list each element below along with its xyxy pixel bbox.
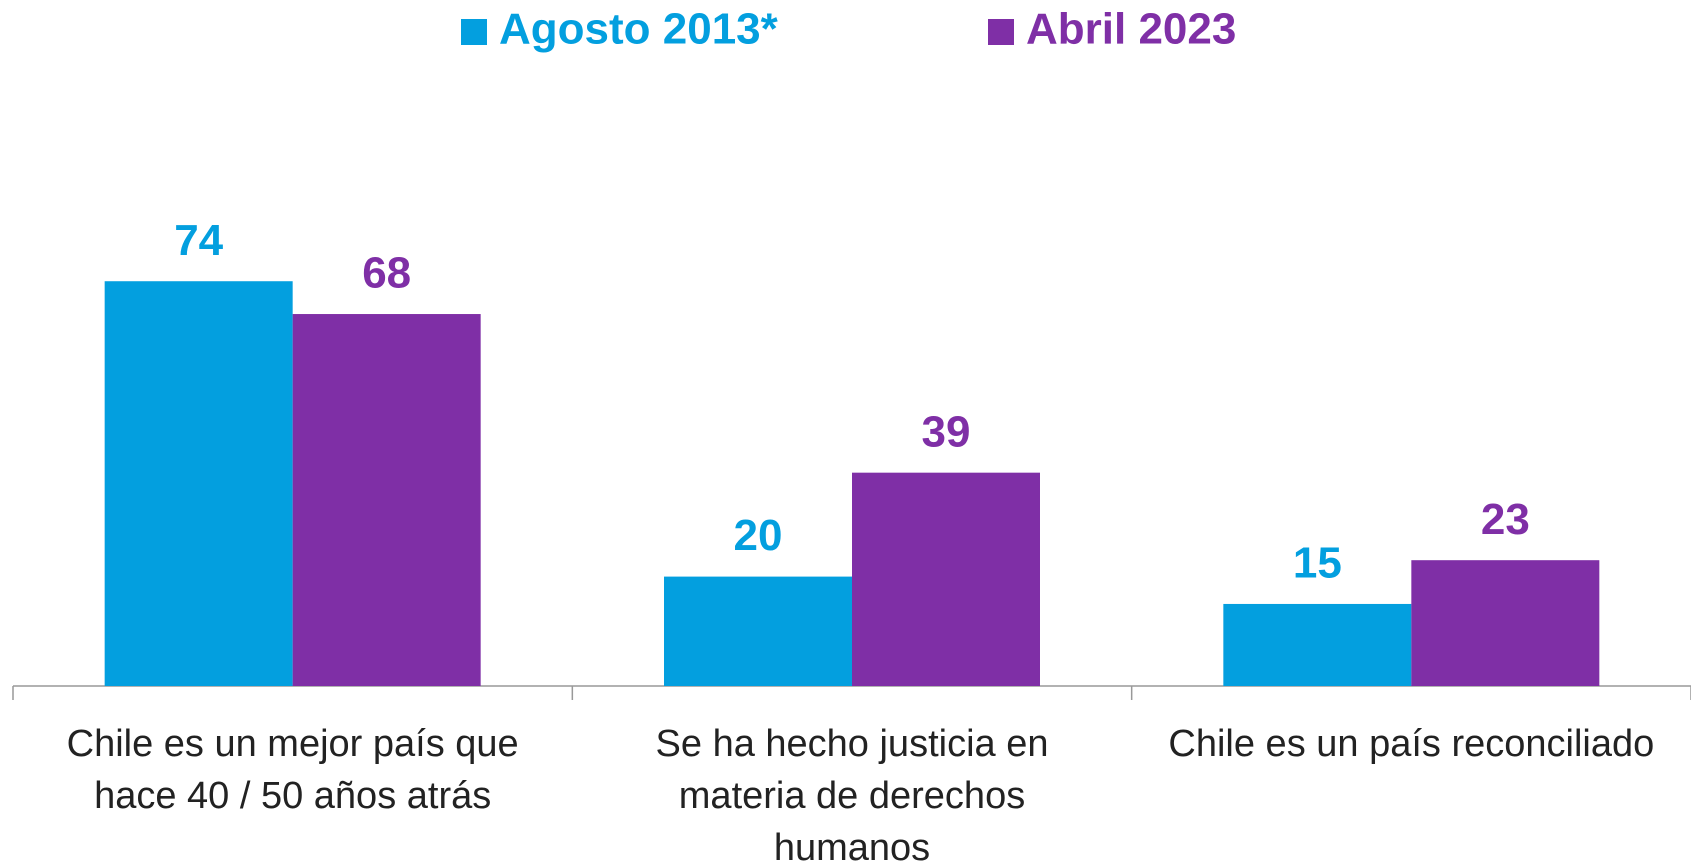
data-label: 15	[1293, 539, 1342, 588]
bar	[1411, 560, 1600, 686]
x-tick-label: Se ha hecho justicia en materia de derec…	[655, 723, 1049, 864]
bar	[852, 472, 1040, 686]
x-tick-label: Chile es un país reconciliado	[1168, 723, 1655, 765]
legend-swatch	[988, 19, 1014, 45]
data-label: 74	[174, 216, 223, 265]
legend-swatch	[461, 19, 487, 45]
data-label: 68	[362, 249, 411, 298]
x-tick-label: Chile es un mejor país que hace 40 / 50 …	[66, 723, 519, 817]
legend-label: Abril 2023	[1026, 5, 1236, 54]
data-label: 20	[734, 511, 783, 560]
bar	[664, 576, 852, 686]
legend-label: Agosto 2013*	[499, 5, 779, 54]
data-label: 39	[922, 407, 971, 456]
bar	[104, 281, 293, 686]
data-label: 23	[1481, 495, 1530, 544]
bar	[292, 314, 481, 686]
bar	[1223, 603, 1412, 686]
